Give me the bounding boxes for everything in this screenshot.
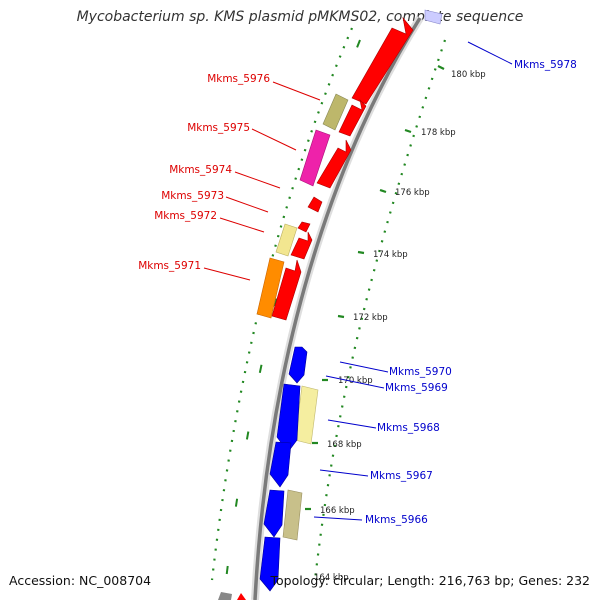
leader-line (219, 217, 265, 233)
gene-label[interactable]: Mkms_5966 (365, 514, 428, 526)
scale-tick (404, 128, 412, 134)
scale-label: 180 kbp (451, 70, 486, 80)
scale-label: 166 kbp (320, 506, 355, 516)
topology-label: Topology: circular; Length: 216,763 bp; … (270, 573, 591, 588)
gene-label[interactable]: Mkms_5969 (385, 382, 448, 394)
gene-arrow (307, 196, 323, 213)
gene-arrow (290, 231, 313, 260)
gene-label[interactable]: Mkms_5968 (377, 422, 440, 434)
leader-lines-blue (313, 41, 513, 521)
gene-arrow (338, 99, 367, 137)
leader-line (319, 469, 369, 477)
gene-label[interactable]: Mkms_5967 (370, 470, 433, 482)
gene-arrow (276, 383, 301, 453)
gene-arrow (424, 9, 443, 25)
gene-label[interactable]: Mkms_5975 (187, 122, 250, 134)
gene-arrow (259, 536, 281, 592)
scale-tick (437, 65, 445, 70)
backbone-ring-core (253, 17, 422, 600)
scale-label: 168 kbp (327, 440, 362, 450)
gene-block (218, 592, 232, 600)
leader-line (339, 361, 389, 373)
scale-label: 170 kbp (338, 376, 373, 386)
scale-label: 176 kbp (395, 188, 430, 198)
scale-label: 178 kbp (421, 128, 456, 138)
gene-arrow (237, 593, 246, 600)
leader-line (325, 375, 385, 389)
leader-line (467, 41, 513, 65)
gene-label[interactable]: Mkms_5971 (138, 260, 201, 272)
gene-arrow (288, 346, 308, 384)
reverse-genes (218, 93, 349, 600)
scale-tick (357, 250, 365, 255)
gene-label[interactable]: Mkms_5973 (161, 190, 224, 202)
gene-label[interactable]: Mkms_5976 (207, 73, 270, 85)
leader-line (225, 196, 269, 213)
gene-label[interactable]: Mkms_5972 (154, 210, 217, 222)
scale-label: 172 kbp (353, 313, 388, 323)
leader-line (313, 516, 363, 521)
scale-tick (337, 314, 345, 319)
gene-block (282, 489, 303, 541)
leader-line (272, 81, 321, 101)
map-title: Mycobacterium sp. KMS plasmid pMKMS02, c… (76, 9, 524, 25)
gene-arrow (271, 259, 302, 321)
gene-block (256, 257, 285, 319)
gene-label[interactable]: Mkms_5978 (514, 59, 577, 71)
gene-block (275, 223, 298, 257)
scale-label: 174 kbp (373, 250, 408, 260)
leader-line (251, 128, 297, 151)
gene-block (294, 385, 319, 445)
gene-arrow (263, 489, 285, 538)
gene-arrow (351, 16, 414, 105)
gene-block (322, 93, 349, 131)
blue-genes (259, 9, 443, 592)
scale-label: 164 kbp (314, 573, 349, 583)
forward-genes (237, 16, 414, 600)
gene-block (299, 129, 331, 187)
gene-label[interactable]: Mkms_5974 (169, 164, 232, 176)
leader-line (234, 171, 281, 189)
leader-line (203, 267, 251, 281)
gene-arrow (316, 139, 352, 189)
gene-arrow (297, 221, 311, 233)
accession-label: Accession: NC_008704 (9, 573, 152, 588)
gene-label[interactable]: Mkms_5970 (389, 366, 452, 378)
scale-ticks (305, 65, 445, 511)
gene-arrow (269, 441, 292, 488)
scale-tick (379, 188, 387, 194)
leader-lines-red (203, 81, 321, 281)
leader-line (327, 419, 377, 429)
